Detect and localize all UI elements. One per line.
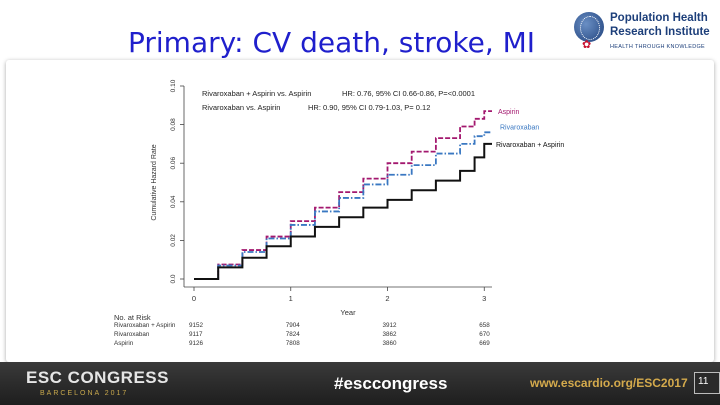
- risk-row-label: Rivaroxaban + Aspirin: [114, 322, 176, 329]
- risk-cell: 7808: [285, 340, 300, 347]
- risk-cell: 9126: [189, 340, 204, 347]
- y-tick-label: 0.04: [170, 195, 177, 208]
- risk-cell: 3862: [382, 331, 397, 338]
- series-label: Rivaroxaban + Aspirin: [496, 142, 564, 149]
- risk-cell: 7824: [285, 331, 300, 338]
- slide-title: Primary: CV death, stroke, MI: [128, 26, 536, 59]
- y-tick-label: 0.10: [170, 79, 177, 92]
- annotation-label: Rivaroxaban + Aspirin vs. Aspirin: [202, 89, 311, 98]
- risk-cell: 9117: [189, 331, 203, 338]
- logo-line2: Research Institute: [610, 26, 710, 38]
- risk-cell: 3912: [382, 322, 397, 329]
- y-tick-label: 0.06: [170, 156, 177, 169]
- annotation-stats: HR: 0.76, 95% CI 0.66-0.86, P=<0.0001: [342, 89, 475, 98]
- risk-row-label: Rivaroxaban: [114, 331, 150, 338]
- y-tick-label: 0.0: [170, 274, 177, 283]
- x-tick-label: 0: [192, 294, 196, 303]
- km-chart: 0.0 0.02 0.04 0.06 0.08 0.10 0 1 2 3 Cumulative Ha…: [151, 79, 564, 317]
- risk-row-label: Aspirin: [114, 340, 134, 347]
- x-tick-label: 3: [482, 294, 486, 303]
- risk-cell: 7904: [285, 322, 300, 329]
- annotation-stats: HR: 0.90, 95% CI 0.79-1.03, P= 0.12: [308, 103, 430, 112]
- institute-logo: ✿ Population Health Research Institute H…: [572, 8, 720, 60]
- footer-congress: ESC CONGRESS: [26, 368, 169, 387]
- footer-hashtag: #esccongress: [334, 374, 448, 393]
- x-axis-label: Year: [340, 308, 356, 317]
- chart-card: 0.0 0.02 0.04 0.06 0.08 0.10 0 1 2 3 Cumulative Ha…: [6, 60, 714, 362]
- footer-banner: ESC CONGRESS BARCELONA 2017 #esccongress…: [0, 362, 720, 405]
- logo-tagline: HEALTH THROUGH KNOWLEDGE: [610, 44, 706, 50]
- maple-leaf-icon: ✿: [582, 39, 592, 51]
- page-number: 11: [698, 376, 709, 387]
- risk-table-header: No. at Risk: [114, 313, 151, 322]
- footer-city: BARCELONA 2017: [40, 390, 129, 397]
- risk-cell: 3860: [382, 340, 397, 347]
- x-tick-label: 1: [289, 294, 293, 303]
- series-label: Aspirin: [498, 109, 520, 116]
- risk-cell: 658: [479, 322, 490, 329]
- y-axis-label: Cumulative Hazard Rate: [151, 144, 158, 220]
- series-label: Rivaroxaban: [500, 124, 539, 131]
- footer-url: www.escardio.org/ESC2017: [530, 376, 688, 390]
- series-line-aspirin: [194, 110, 492, 280]
- globe-icon: [574, 12, 604, 42]
- y-tick-label: 0.02: [170, 234, 177, 247]
- y-tick-label: 0.08: [170, 118, 177, 131]
- x-tick-label: 2: [385, 294, 389, 303]
- risk-cell: 9152: [189, 322, 204, 329]
- series-line-rivaroxaban: [194, 131, 492, 280]
- risk-cell: 670: [479, 331, 490, 338]
- logo-line1: Population Health: [610, 12, 708, 24]
- annotation-label: Rivaroxaban vs. Aspirin: [202, 103, 280, 112]
- risk-cell: 669: [479, 340, 490, 347]
- series-line-rivaroxaban-aspirin: [194, 142, 492, 280]
